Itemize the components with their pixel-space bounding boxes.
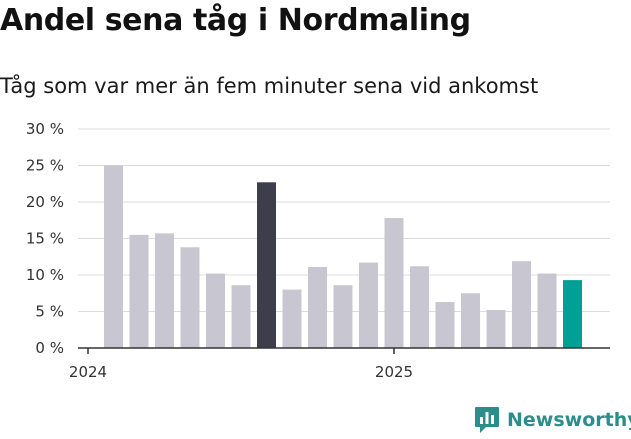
bar [180, 247, 200, 348]
bar [563, 280, 582, 348]
bar [512, 261, 531, 348]
y-tick-label: 30 % [26, 120, 64, 138]
newsworthy-logo-icon [475, 407, 499, 433]
bar [155, 233, 174, 348]
bar [129, 234, 149, 348]
bar [282, 289, 302, 348]
bar [410, 266, 429, 348]
bar [384, 218, 404, 348]
y-tick-label: 5 % [35, 303, 64, 321]
bar [461, 293, 480, 348]
y-axis-ticks: 0 % 5 % 10 % 15 % 20 % 25 % 30 % [26, 120, 64, 357]
y-tick-label: 25 % [26, 157, 64, 175]
bar [537, 273, 557, 348]
x-axis-ticks: 2024 2025 [69, 348, 413, 381]
bars [104, 165, 582, 348]
bar [359, 262, 378, 348]
bar [486, 310, 506, 348]
bar [206, 273, 225, 348]
bar [333, 285, 353, 348]
x-tick-label: 2024 [69, 363, 107, 381]
chart-subtitle: Tåg som var mer än fem minuter sena vid … [0, 74, 539, 98]
x-tick-label: 2025 [375, 363, 413, 381]
y-tick-label: 0 % [35, 339, 64, 357]
bar [231, 285, 251, 348]
bar [435, 302, 455, 348]
bar [308, 266, 327, 348]
bar [257, 182, 276, 348]
y-tick-label: 10 % [26, 266, 64, 284]
brand-name: Newsworthy [507, 409, 631, 431]
y-tick-label: 15 % [26, 230, 64, 248]
brand-logo: Newsworthy [474, 406, 631, 434]
bar [104, 165, 123, 348]
chart-title: Andel sena tåg i Nordmaling [0, 3, 471, 38]
y-tick-label: 20 % [26, 193, 64, 211]
